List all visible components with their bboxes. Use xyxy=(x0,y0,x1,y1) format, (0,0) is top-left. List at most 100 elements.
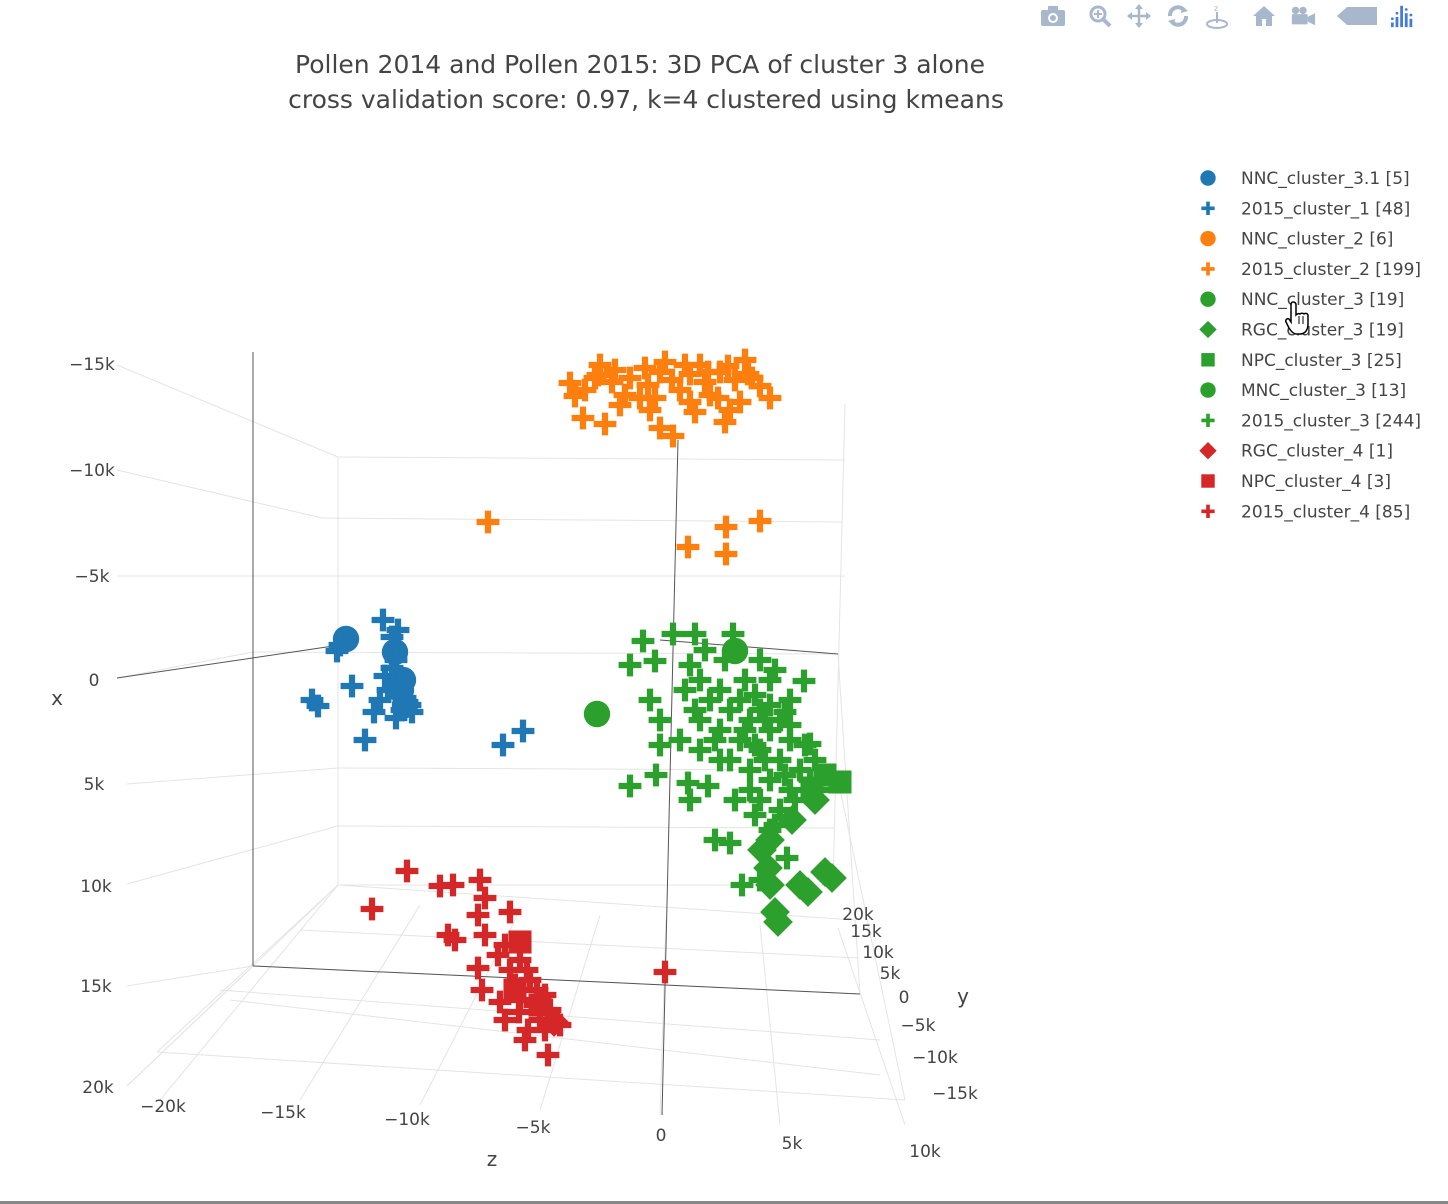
legend-item[interactable]: NPC_cluster_3 [25] xyxy=(1201,351,1402,371)
turntable-rotation-icon[interactable]: z xyxy=(1204,3,1230,29)
data-point xyxy=(608,393,632,417)
orbit-rotation-icon[interactable] xyxy=(1165,3,1191,29)
legend-item[interactable]: MNC_cluster_3 [13] xyxy=(1200,381,1406,401)
data-point xyxy=(728,390,752,414)
data-point xyxy=(678,653,702,677)
data-point xyxy=(466,903,490,927)
data-point xyxy=(618,774,642,798)
data-point xyxy=(688,353,712,377)
data-point xyxy=(498,900,522,924)
data-point xyxy=(718,698,742,722)
data-point xyxy=(763,907,793,937)
data-point xyxy=(773,763,797,787)
data-point xyxy=(713,410,737,434)
data-point xyxy=(548,1013,572,1037)
legend[interactable]: NNC_cluster_3.1 [5] 2015_cluster_1 [48] NN… xyxy=(1199,169,1421,522)
data-point xyxy=(533,983,557,1007)
data-point xyxy=(618,366,642,390)
legend-label: NPC_cluster_3 [25] xyxy=(1241,351,1402,371)
data-point xyxy=(638,688,662,712)
plotly-logo-icon[interactable] xyxy=(1390,3,1416,29)
y-tick-label: 10k xyxy=(862,943,894,963)
data-point xyxy=(603,358,627,382)
data-point xyxy=(306,694,330,718)
data-point xyxy=(340,674,364,698)
legend-item[interactable]: 2015_cluster_4 [85] xyxy=(1201,502,1410,522)
data-point xyxy=(516,1018,540,1042)
data-point xyxy=(753,708,777,732)
data-point xyxy=(636,373,660,397)
legend-marker-square-icon xyxy=(1201,474,1215,488)
data-point xyxy=(753,748,777,772)
chart-subtitle: cross validation score: 0.97, k=4 cluste… xyxy=(288,85,1004,114)
legend-label: MNC_cluster_3 [13] xyxy=(1241,381,1406,401)
data-point xyxy=(708,678,732,702)
z-tick-label: 0 xyxy=(656,1126,667,1146)
data-point xyxy=(693,638,717,662)
data-point xyxy=(583,700,611,728)
legend-item[interactable]: 2015_cluster_1 [48] xyxy=(1201,199,1410,219)
data-point xyxy=(758,386,782,410)
legend-item[interactable]: 2015_cluster_2 [199] xyxy=(1201,260,1421,280)
data-point xyxy=(723,788,747,812)
data-point xyxy=(788,758,812,782)
data-point xyxy=(748,509,772,533)
data-point xyxy=(644,763,668,787)
series-2015-cluster-1 xyxy=(300,608,535,757)
legend-item[interactable]: NNC_cluster_2 [6] xyxy=(1200,230,1393,250)
data-point xyxy=(631,629,655,653)
data-point xyxy=(708,748,732,772)
y-tick-label: −15k xyxy=(932,1084,978,1104)
legend-item[interactable]: NPC_cluster_4 [3] xyxy=(1201,472,1391,492)
pan-icon[interactable] xyxy=(1126,3,1152,29)
data-point xyxy=(638,398,662,422)
camera-icon[interactable] xyxy=(1040,3,1066,29)
reset-camera-icon[interactable] xyxy=(1251,3,1277,29)
legend-item[interactable]: RGC_cluster_4 [1] xyxy=(1199,442,1393,462)
data-point xyxy=(688,738,712,762)
legend-item[interactable]: RGC_cluster_3 [19] xyxy=(1199,321,1404,341)
data-point xyxy=(683,400,707,424)
data-point xyxy=(493,933,517,957)
data-point xyxy=(470,978,494,1002)
data-point xyxy=(468,868,492,892)
data-point xyxy=(643,386,667,410)
data-point xyxy=(648,360,672,384)
hand-cursor-icon xyxy=(1285,301,1309,335)
data-point xyxy=(748,698,772,722)
data-point xyxy=(395,859,419,883)
y-tick-label: −10k xyxy=(912,1048,958,1068)
data-point xyxy=(507,1000,531,1024)
data-point xyxy=(390,698,414,722)
save-camera-icon[interactable] xyxy=(1290,3,1316,29)
data-point xyxy=(661,622,685,646)
data-point xyxy=(558,371,582,395)
data-point xyxy=(328,633,352,657)
data-point xyxy=(793,877,823,907)
legend-item[interactable]: NNC_cluster_3.1 [5] xyxy=(1200,169,1410,189)
legend-item[interactable]: NNC_cluster_3 [19] xyxy=(1200,290,1404,310)
data-point xyxy=(436,923,460,947)
data-point xyxy=(600,370,624,394)
data-point xyxy=(738,758,762,782)
x-tick-label: −5k xyxy=(75,567,110,587)
zoom-icon[interactable] xyxy=(1087,3,1113,29)
data-point xyxy=(628,386,652,410)
data-point xyxy=(563,384,587,408)
x-tick-label: 10k xyxy=(80,877,112,897)
data-point xyxy=(740,366,764,390)
toggle-hover-icon[interactable] xyxy=(1337,3,1377,29)
data-point xyxy=(362,700,386,724)
data-point xyxy=(300,688,324,712)
data-point xyxy=(491,733,515,757)
data-point xyxy=(503,973,527,997)
data-point xyxy=(733,718,757,742)
data-point xyxy=(793,733,817,757)
data-point xyxy=(728,688,752,712)
legend-item[interactable]: 2015_cluster_3 [244] xyxy=(1201,411,1421,431)
legend-label: NNC_cluster_3.1 [5] xyxy=(1241,169,1410,189)
legend-marker-circle-icon xyxy=(1200,170,1216,186)
data-point xyxy=(708,360,732,384)
data-point xyxy=(371,608,395,632)
